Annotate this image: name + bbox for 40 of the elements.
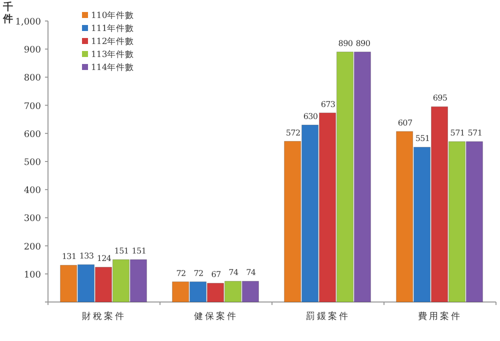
x-tick-label: 健保案件 <box>194 311 238 322</box>
x-tick-label: 費用案件 <box>418 311 462 322</box>
data-label: 133 <box>79 252 94 261</box>
data-label: 151 <box>132 246 146 256</box>
x-tick-label: 財稅案件 <box>82 311 126 322</box>
data-label: 890 <box>356 38 370 48</box>
data-label: 571 <box>468 128 482 138</box>
y-tick-label: 500 <box>24 158 42 168</box>
y-tick-label: 700 <box>24 102 42 112</box>
data-label: 151 <box>114 246 129 256</box>
y-tick-label: 600 <box>24 130 42 140</box>
data-label: 74 <box>246 268 256 278</box>
data-label: 607 <box>398 118 412 128</box>
legend-label: 113年件數 <box>91 49 134 60</box>
data-label: 571 <box>450 128 465 138</box>
data-label: 630 <box>303 112 318 121</box>
y-tick-label: 800 <box>24 74 42 84</box>
data-label: 67 <box>211 270 221 280</box>
y-tick-label: 300 <box>24 214 42 224</box>
data-label: 695 <box>432 94 448 103</box>
data-label: 890 <box>338 38 353 48</box>
y-tick-label: 1,000 <box>15 18 42 28</box>
data-label: 131 <box>62 252 76 262</box>
legend-label: 111年件數 <box>91 23 134 34</box>
y-tick-label: 400 <box>24 186 42 196</box>
legend-label: 110年件數 <box>91 10 134 21</box>
data-label: 572 <box>286 128 300 138</box>
y-tick-label: 100 <box>24 270 42 280</box>
y-axis-title: 千件 <box>2 1 13 25</box>
data-label: 72 <box>194 268 204 278</box>
data-label: 551 <box>415 134 430 144</box>
legend-label: 112年件數 <box>91 36 134 47</box>
legend-label: 114年件數 <box>91 62 134 73</box>
x-tick-label: 罰鍰案件 <box>306 311 350 322</box>
y-tick-label: 200 <box>24 242 42 252</box>
y-tick-label: 900 <box>24 46 42 56</box>
data-label: 72 <box>176 268 186 278</box>
data-label: 124 <box>96 254 112 264</box>
data-label: 673 <box>320 100 336 109</box>
data-label: 74 <box>228 268 238 278</box>
